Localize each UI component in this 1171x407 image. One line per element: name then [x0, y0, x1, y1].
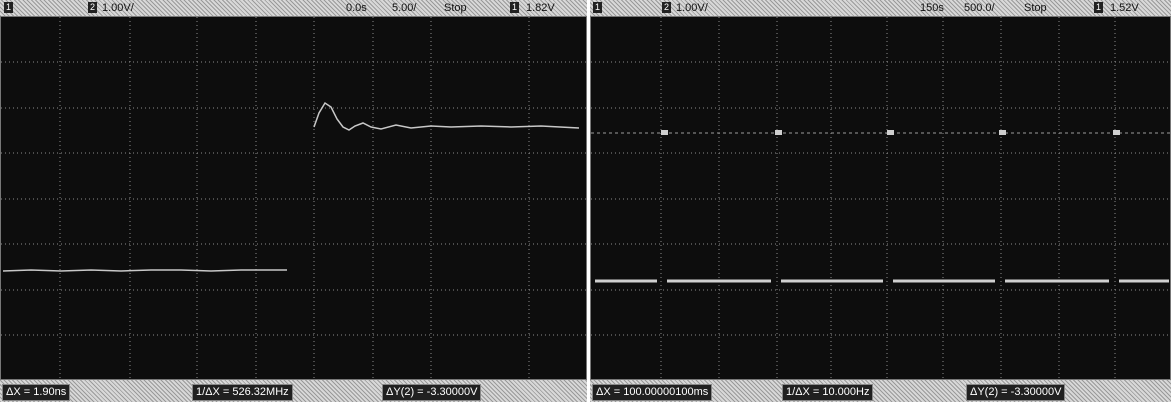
- left-graticule: [1, 17, 586, 379]
- left-run-state[interactable]: Stop: [444, 2, 467, 14]
- left-volts-per-div[interactable]: 1.00V/: [102, 2, 134, 14]
- right-trigger-level[interactable]: 1.52V: [1110, 2, 1139, 14]
- right-measurement-bar: ΔX = 100.00000100ms 1/ΔX = 10.000Hz ΔY(2…: [590, 380, 1171, 402]
- left-trace-step: [313, 101, 580, 131]
- right-delta-x-readout: ΔX = 100.00000100ms: [592, 384, 713, 401]
- right-delay-readout[interactable]: 150s: [920, 2, 944, 14]
- left-toolbar: 1 2 1.00V/ 0.0s 5.00/ Stop 1 1.82V: [0, 0, 587, 16]
- left-inverse-delta-x-readout: 1/ΔX = 526.32MHz: [192, 384, 293, 401]
- right-delta-y-readout: ΔY(2) = -3.30000V: [966, 384, 1066, 401]
- right-waveform-screen: [590, 16, 1171, 380]
- left-delta-x-readout: ΔX = 1.90ns: [2, 384, 71, 401]
- right-trigger-source-indicator[interactable]: 1: [1094, 2, 1103, 13]
- left-trigger-source-indicator[interactable]: 1: [510, 2, 519, 13]
- right-channel1-indicator[interactable]: 1: [593, 2, 602, 13]
- left-measurement-bar: ΔX = 1.90ns 1/ΔX = 526.32MHz ΔY(2) = -3.…: [0, 380, 587, 402]
- right-time-per-div[interactable]: 500.0/: [964, 2, 995, 14]
- left-channel2-indicator[interactable]: 2: [88, 2, 97, 13]
- left-delta-y-readout: ΔY(2) = -3.30000V: [382, 384, 482, 401]
- left-time-per-div[interactable]: 5.00/: [392, 2, 417, 14]
- right-pulse-markers: [661, 130, 1120, 135]
- right-graticule: [591, 17, 1170, 379]
- right-volts-per-div[interactable]: 1.00V/: [676, 2, 708, 14]
- scope-right-window: 1 2 1.00V/ 150s 500.0/ Stop 1 1.52V: [590, 0, 1171, 407]
- left-waveform-screen: [0, 16, 587, 380]
- right-run-state[interactable]: Stop: [1024, 2, 1047, 14]
- right-channel2-indicator[interactable]: 2: [662, 2, 671, 13]
- left-delay-readout[interactable]: 0.0s: [346, 2, 367, 14]
- left-trigger-level[interactable]: 1.82V: [526, 2, 555, 14]
- right-inverse-delta-x-readout: 1/ΔX = 10.000Hz: [782, 384, 874, 401]
- scope-left-window: 1 2 1.00V/ 0.0s 5.00/ Stop 1 1.82V ΔX = …: [0, 0, 587, 402]
- left-channel1-indicator[interactable]: 1: [4, 2, 13, 13]
- left-trace-low: [2, 269, 287, 272]
- right-toolbar: 1 2 1.00V/ 150s 500.0/ Stop 1 1.52V: [590, 0, 1171, 16]
